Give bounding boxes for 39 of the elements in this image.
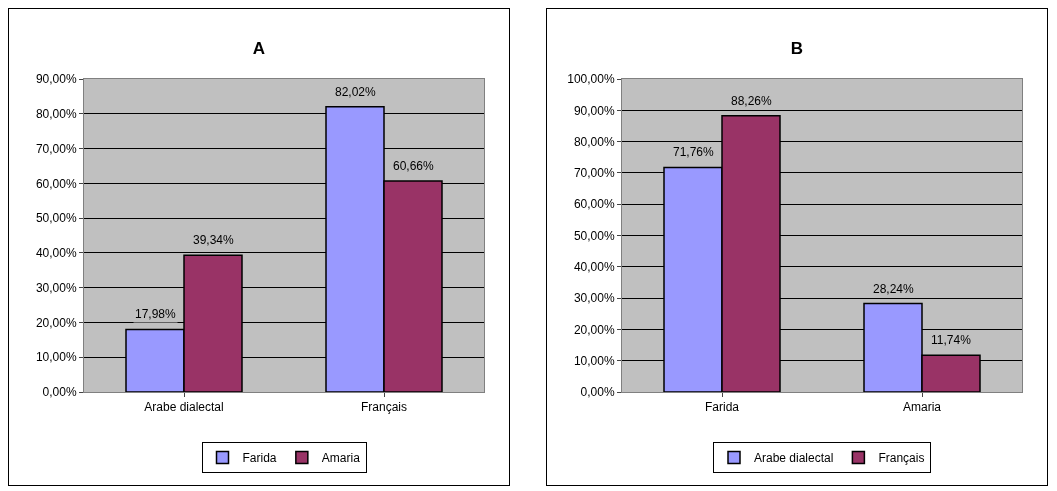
y-tick-label: 60,00% [573, 197, 615, 212]
y-tick-label: 80,00% [573, 134, 615, 149]
y-tick-label: 10,00% [573, 353, 615, 368]
y-tick-label: 40,00% [573, 260, 615, 274]
y-tick-label: 50,00% [573, 228, 615, 243]
data-label: 60,66% [393, 159, 435, 173]
y-tick-label: 70,00% [35, 141, 77, 156]
y-tick-label: 10,00% [35, 350, 77, 365]
legend-label: Français [878, 451, 925, 466]
y-tick-label: 40,00% [35, 246, 77, 261]
data-label: 71,76% [673, 145, 715, 159]
data-label: 88,26% [731, 94, 773, 108]
data-label: 39,34% [193, 233, 235, 247]
x-tick-label: Farida [704, 400, 740, 415]
y-tick-label: 50,00% [35, 211, 77, 226]
y-tick-label: 90,00% [35, 72, 77, 87]
y-tick-label: 70,00% [573, 166, 615, 181]
chart-title: A [252, 39, 266, 59]
x-tick-label: Français [360, 400, 408, 415]
data-label: 28,24% [873, 282, 915, 296]
y-tick-label: 60,00% [35, 176, 77, 191]
data-label: 82,02% [335, 85, 377, 99]
legend-label: Amaria [321, 451, 361, 466]
y-tick-label: 90,00% [573, 103, 615, 118]
y-tick-label: 0,00% [42, 385, 77, 400]
legend-label: Arabe dialectal [754, 451, 834, 466]
y-tick-label: 20,00% [573, 322, 615, 337]
data-label: 17,98% [135, 307, 177, 321]
y-tick-label: 30,00% [573, 291, 615, 306]
data-label: 11,74% [931, 333, 972, 347]
chart-title: B [790, 39, 804, 59]
legend-label: Farida [242, 451, 277, 466]
y-tick-label: 80,00% [35, 106, 77, 121]
y-tick-label: 30,00% [35, 280, 77, 295]
y-tick-label: 100,00% [567, 72, 615, 87]
x-tick-label: Amaria [902, 400, 942, 415]
y-tick-label: 20,00% [35, 315, 77, 330]
x-tick-label: Arabe dialectal [144, 400, 224, 415]
y-tick-label: 0,00% [580, 385, 615, 400]
